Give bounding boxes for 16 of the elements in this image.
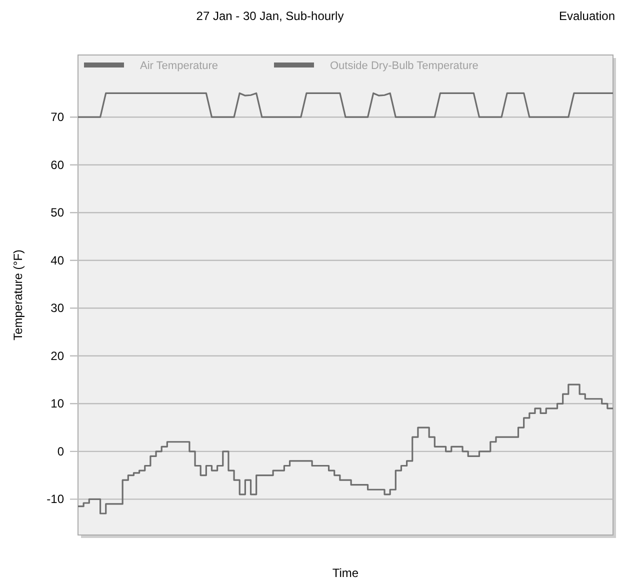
y-tick-label: 10 [50,396,64,411]
chart-title: 27 Jan - 30 Jan, Sub-hourly [196,9,344,23]
line-series [77,92,614,118]
y-tick-label: 20 [50,348,64,363]
y-tick-label: 40 [50,253,64,268]
x-axis-title: Time [332,566,359,580]
text: Evaluation [558,9,615,23]
y-axis-title: Temperature (°F) [11,250,25,340]
y-tick-label: 30 [50,301,64,316]
y-tick-label: 50 [50,206,64,220]
legend-label: Outside Dry-Bulb Temperature [330,60,478,72]
y-tick-label: 0 [57,444,64,458]
y-tick-label: -10 [46,492,64,506]
y-tick-label: 60 [50,158,64,172]
y-tick-label: 70 [50,110,64,124]
legend-label: Air Temperature [140,60,218,72]
